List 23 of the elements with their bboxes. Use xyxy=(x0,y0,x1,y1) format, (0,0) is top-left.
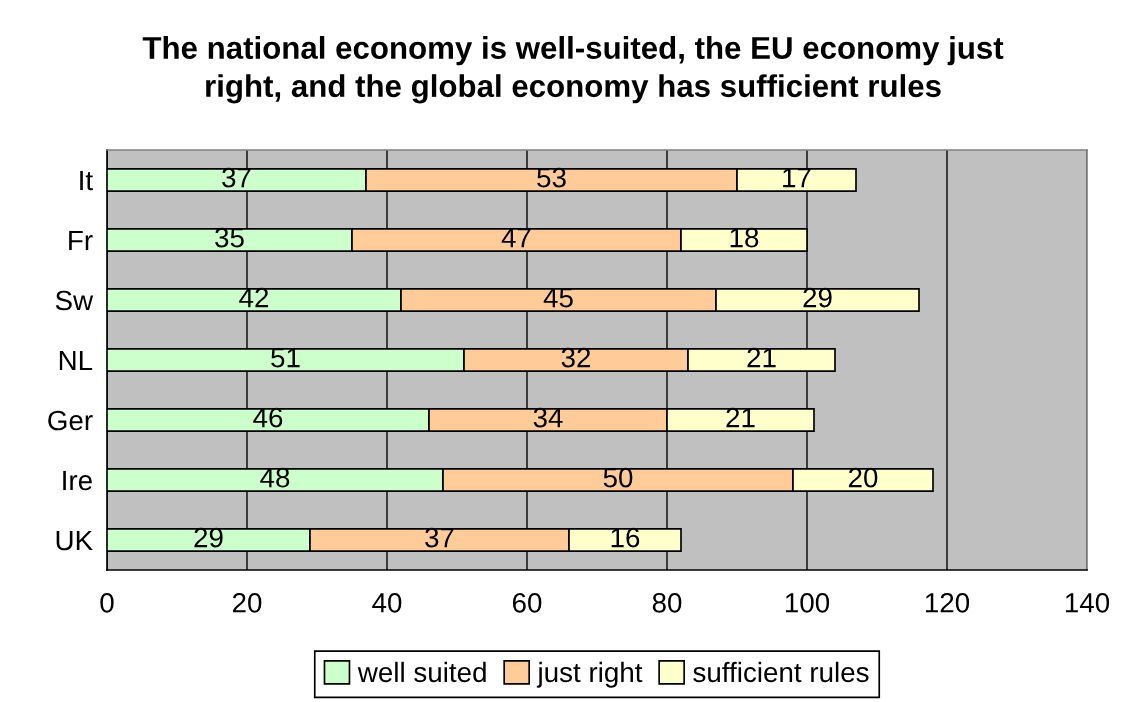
data-label: 16 xyxy=(611,527,640,548)
x-tick-label: 140 xyxy=(1065,592,1110,613)
x-tick-label: 0 xyxy=(100,592,114,613)
y-tick-label: NL xyxy=(59,350,93,371)
data-label: 46 xyxy=(253,407,283,428)
data-label: 48 xyxy=(260,467,290,488)
x-tick-label: 120 xyxy=(925,592,970,613)
x-tick-label: 60 xyxy=(512,592,542,613)
x-tick-label: 100 xyxy=(785,592,830,613)
y-tick-label: Ger xyxy=(48,410,93,431)
chart-title: The national economy is well-suited, the EU economy just right, and the global economy has sufficient rules xyxy=(142,36,1004,104)
x-tick-label: 40 xyxy=(372,592,402,613)
y-tick-label: Fr xyxy=(69,230,93,251)
legend-label: well suited xyxy=(357,661,486,683)
y-tick-label: Ire xyxy=(63,470,92,491)
legend-label: just right xyxy=(536,661,643,688)
data-label: 42 xyxy=(239,287,269,308)
x-tick-label: 80 xyxy=(652,592,682,613)
x-tick-label: 20 xyxy=(232,592,262,613)
y-tick-label: UK xyxy=(56,530,93,551)
legend-label: sufficient rules xyxy=(693,661,869,683)
y-tick-label: Sw xyxy=(55,290,94,311)
y-tick-label: It xyxy=(80,170,93,191)
